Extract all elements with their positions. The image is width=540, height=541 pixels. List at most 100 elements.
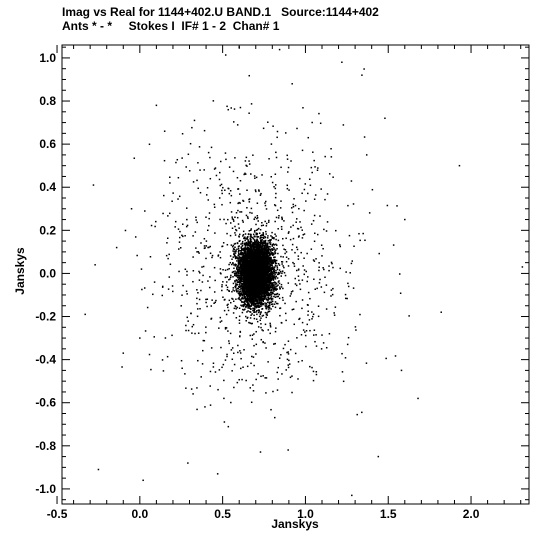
- data-point: [266, 287, 268, 289]
- data-point: [275, 151, 277, 154]
- data-point: [309, 297, 311, 300]
- data-point: [288, 363, 291, 365]
- data-point: [187, 153, 190, 156]
- data-point: [192, 256, 194, 258]
- data-point: [276, 288, 278, 290]
- data-point: [252, 233, 255, 236]
- data-point: [256, 238, 258, 241]
- data-point: [232, 262, 234, 265]
- data-point: [229, 261, 232, 264]
- data-point: [319, 122, 322, 125]
- data-point: [281, 263, 283, 265]
- data-point: [259, 451, 262, 453]
- data-point: [280, 286, 283, 288]
- data-point: [255, 260, 258, 263]
- data-point: [291, 391, 293, 394]
- data-point: [356, 413, 358, 416]
- data-point: [238, 275, 240, 277]
- data-point: [352, 287, 355, 289]
- data-point: [323, 268, 325, 271]
- data-point: [274, 187, 277, 190]
- data-point: [185, 166, 187, 168]
- data-point: [285, 319, 287, 322]
- data-point: [266, 244, 269, 246]
- data-point: [185, 225, 188, 228]
- data-point: [292, 308, 295, 310]
- data-point: [303, 269, 306, 271]
- data-point: [239, 331, 242, 333]
- data-point: [235, 275, 238, 277]
- data-point: [248, 321, 250, 324]
- data-point: [299, 288, 302, 291]
- data-point: [255, 318, 258, 320]
- data-point: [274, 249, 277, 251]
- data-point: [303, 273, 306, 276]
- data-point: [245, 214, 248, 217]
- data-point: [185, 329, 187, 332]
- data-point: [238, 307, 241, 310]
- data-point: [286, 154, 288, 157]
- data-point: [262, 224, 265, 227]
- data-point: [209, 177, 212, 180]
- data-point: [168, 276, 171, 278]
- data-point: [239, 279, 241, 282]
- data-point: [274, 342, 276, 345]
- data-point: [255, 302, 257, 305]
- data-point: [267, 121, 269, 123]
- data-point: [275, 259, 278, 262]
- data-point: [277, 302, 279, 305]
- data-point: [237, 278, 240, 281]
- data-point: [274, 283, 276, 286]
- data-point: [264, 204, 267, 207]
- data-point: [291, 211, 294, 214]
- data-point: [270, 408, 272, 411]
- data-point: [249, 284, 251, 286]
- data-point: [222, 268, 224, 271]
- data-point: [221, 289, 223, 292]
- data-point: [246, 296, 249, 298]
- data-point: [307, 291, 310, 294]
- data-point: [273, 259, 276, 262]
- data-point: [250, 240, 253, 243]
- data-point: [192, 181, 195, 183]
- data-point: [252, 238, 255, 240]
- data-point: [255, 229, 258, 232]
- data-point: [320, 286, 323, 288]
- data-point: [246, 295, 249, 297]
- data-point: [308, 319, 311, 321]
- data-point: [242, 308, 244, 311]
- data-point: [296, 127, 298, 130]
- data-point: [208, 286, 211, 289]
- data-point: [234, 270, 236, 272]
- data-point: [286, 184, 289, 187]
- data-point: [244, 160, 247, 162]
- data-point: [196, 251, 198, 253]
- data-point: [287, 282, 290, 284]
- data-point: [242, 305, 245, 308]
- data-point: [277, 217, 280, 219]
- data-point: [263, 241, 265, 243]
- data-point: [275, 243, 277, 246]
- data-point: [268, 303, 271, 305]
- data-point: [288, 231, 290, 233]
- data-point: [211, 254, 214, 257]
- data-point: [299, 283, 301, 285]
- data-point: [280, 260, 283, 263]
- data-point: [197, 187, 199, 190]
- data-point: [341, 352, 343, 355]
- data-point: [226, 353, 228, 356]
- data-point: [236, 124, 239, 126]
- data-point: [237, 202, 239, 205]
- data-point: [314, 232, 316, 235]
- data-point: [236, 267, 238, 269]
- data-point: [146, 306, 149, 309]
- data-point: [252, 236, 254, 239]
- data-point: [257, 227, 260, 230]
- data-point: [256, 228, 259, 231]
- data-point: [277, 366, 279, 369]
- data-point: [315, 373, 318, 376]
- data-point: [277, 281, 280, 283]
- data-point: [272, 262, 274, 264]
- data-point: [211, 256, 213, 259]
- data-point: [237, 261, 240, 264]
